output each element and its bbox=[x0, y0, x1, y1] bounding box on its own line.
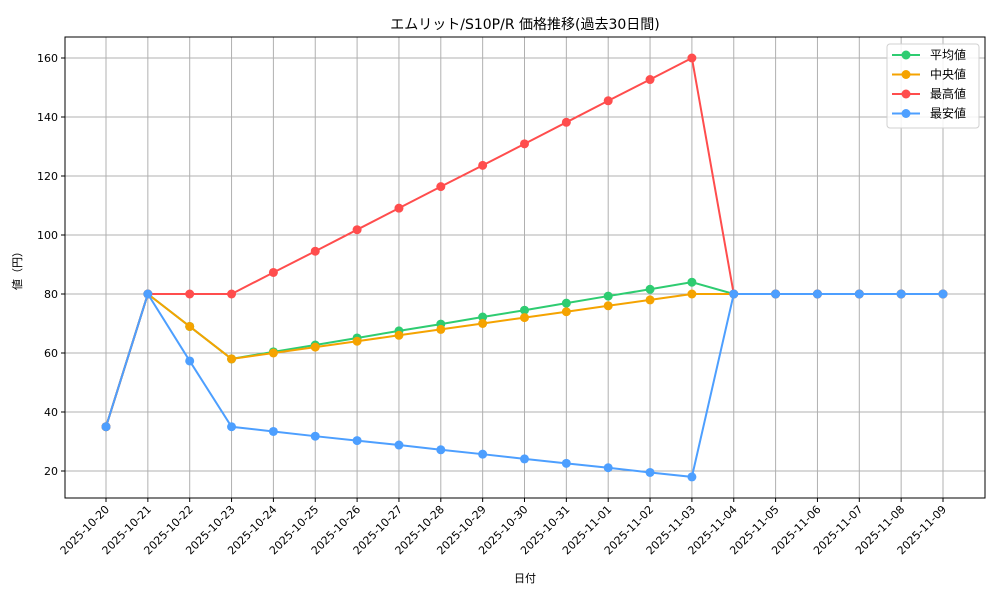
data-point bbox=[520, 454, 529, 464]
data-point bbox=[101, 422, 111, 432]
legend-label: 中央値 bbox=[930, 67, 966, 82]
data-point bbox=[352, 336, 362, 346]
data-point bbox=[436, 182, 446, 192]
data-point bbox=[645, 75, 655, 85]
data-point bbox=[520, 139, 529, 149]
data-point bbox=[352, 436, 362, 446]
series-layer bbox=[101, 53, 948, 482]
data-point bbox=[687, 289, 697, 299]
y-tick-label: 100 bbox=[37, 229, 58, 242]
legend-label: 平均値 bbox=[930, 47, 966, 62]
y-tick-label: 140 bbox=[37, 111, 58, 124]
data-point bbox=[687, 53, 697, 63]
chart-title: エムリット/S10P/R 価格推移(過去30日間) bbox=[390, 17, 660, 33]
y-tick-label: 40 bbox=[44, 406, 58, 419]
legend-marker-icon bbox=[901, 109, 911, 118]
legend-marker-icon bbox=[901, 50, 911, 60]
data-point bbox=[561, 117, 571, 127]
data-point bbox=[520, 313, 529, 323]
data-point bbox=[645, 284, 655, 294]
y-tick-label: 120 bbox=[37, 170, 58, 183]
legend-label: 最安値 bbox=[930, 106, 966, 121]
legend-marker-icon bbox=[901, 89, 911, 99]
data-point bbox=[561, 458, 571, 468]
data-point bbox=[561, 298, 571, 308]
y-axis-label: 値（円） bbox=[11, 246, 24, 290]
data-point bbox=[478, 160, 488, 170]
data-point bbox=[436, 324, 446, 334]
data-point bbox=[603, 291, 613, 301]
y-tick-label: 60 bbox=[44, 347, 58, 360]
data-point bbox=[394, 203, 404, 213]
data-point bbox=[143, 289, 153, 299]
data-point bbox=[687, 277, 697, 287]
y-tick-label: 20 bbox=[44, 465, 58, 478]
data-point bbox=[854, 289, 864, 299]
data-point bbox=[478, 312, 488, 322]
legend-item: 中央値 bbox=[892, 67, 966, 82]
data-point bbox=[812, 289, 822, 299]
x-axis-label: 日付 bbox=[514, 572, 536, 585]
data-point bbox=[729, 289, 739, 299]
x-axis: 2025-10-202025-10-212025-10-222025-10-23… bbox=[58, 498, 949, 557]
data-point bbox=[310, 246, 320, 256]
data-point bbox=[771, 289, 781, 299]
data-point bbox=[268, 426, 278, 436]
data-point bbox=[896, 289, 906, 299]
data-point bbox=[185, 356, 195, 366]
legend-item: 最安値 bbox=[892, 106, 966, 121]
data-point bbox=[227, 422, 237, 432]
y-tick-label: 160 bbox=[37, 52, 58, 65]
data-point bbox=[394, 440, 404, 450]
data-point bbox=[603, 463, 613, 473]
data-point bbox=[645, 467, 655, 477]
data-point bbox=[310, 431, 320, 441]
data-point bbox=[185, 289, 195, 299]
legend-item: 最高値 bbox=[892, 86, 966, 101]
data-point bbox=[268, 348, 278, 358]
data-point bbox=[478, 449, 488, 459]
data-point bbox=[687, 472, 697, 482]
data-point bbox=[227, 289, 237, 299]
data-point bbox=[938, 289, 948, 299]
grid-lines bbox=[65, 37, 985, 498]
legend-label: 最高値 bbox=[930, 86, 966, 101]
data-point bbox=[227, 354, 237, 364]
data-point bbox=[561, 307, 571, 317]
series-line bbox=[101, 289, 948, 482]
y-tick-label: 80 bbox=[44, 288, 58, 301]
data-point bbox=[268, 267, 278, 277]
data-point bbox=[478, 319, 488, 328]
data-point bbox=[352, 225, 362, 235]
legend-box bbox=[886, 43, 980, 129]
data-point bbox=[185, 321, 195, 331]
legend-item: 平均値 bbox=[892, 47, 966, 62]
data-point bbox=[436, 445, 446, 455]
data-point bbox=[394, 330, 404, 340]
data-point bbox=[310, 342, 320, 352]
data-point bbox=[520, 305, 529, 315]
y-axis: 20 40 60 80 100 120 140 160 bbox=[37, 52, 65, 478]
data-point bbox=[603, 301, 613, 311]
data-point bbox=[603, 96, 613, 106]
data-point bbox=[645, 295, 655, 305]
legend-marker-icon bbox=[901, 70, 911, 79]
